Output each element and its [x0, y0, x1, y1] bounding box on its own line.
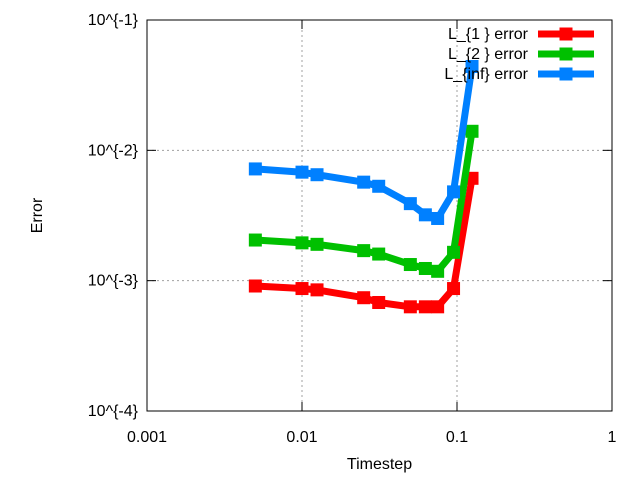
data-point: [403, 197, 417, 211]
data-point: [372, 247, 386, 261]
y-tick-label: 10^{-3}: [88, 273, 139, 290]
data-point: [431, 264, 445, 278]
x-tick-label: 1: [608, 429, 617, 446]
legend-label: L_{2 } error: [448, 46, 529, 63]
data-point: [372, 179, 386, 193]
legend-item: L_{inf} error: [444, 66, 594, 83]
data-point: [248, 162, 262, 176]
data-point: [403, 258, 417, 272]
data-point: [465, 124, 479, 138]
data-point: [447, 282, 461, 296]
series-2: [248, 124, 479, 278]
x-axis-title: Timestep: [347, 456, 412, 473]
data-point: [431, 211, 445, 225]
y-tick-label: 10^{-1}: [88, 12, 139, 29]
y-tick-label: 10^{-2}: [88, 142, 139, 159]
legend-swatch-marker: [559, 47, 573, 61]
data-point: [357, 244, 371, 258]
data-point: [372, 295, 386, 309]
series-line: [255, 177, 476, 311]
legend-swatch-marker: [559, 27, 573, 41]
series-line: [255, 130, 476, 275]
data-point: [310, 237, 324, 251]
legend-label: L_{inf} error: [444, 66, 528, 83]
data-point: [418, 261, 432, 275]
data-point: [310, 283, 324, 297]
legend-swatch-marker: [559, 67, 573, 81]
series-1: [248, 171, 479, 314]
data-point: [357, 291, 371, 305]
legend-item: L_{1 } error: [448, 26, 594, 43]
legend-item: L_{2 } error: [448, 46, 594, 63]
grid: [147, 20, 612, 411]
data-point: [248, 279, 262, 293]
series-layer: [248, 59, 479, 314]
data-point: [295, 282, 309, 296]
data-point: [418, 300, 432, 314]
data-point: [357, 175, 371, 189]
ticks: 0.001 0.01 0.1 1 10^{-4} 10^{-3} 10^{-2} 10^{-1…: [88, 12, 617, 446]
x-tick-label: 0.1: [446, 429, 468, 446]
legend-label: L_{1 } error: [448, 26, 529, 43]
data-point: [447, 245, 461, 259]
data-point: [465, 59, 479, 73]
data-point: [447, 185, 461, 199]
data-point: [295, 236, 309, 250]
data-point: [295, 165, 309, 179]
data-point: [403, 300, 417, 314]
series-3: [248, 59, 479, 225]
data-point: [248, 233, 262, 247]
data-point: [418, 208, 432, 222]
data-point: [310, 168, 324, 182]
x-tick-label: 0.01: [286, 429, 317, 446]
y-axis-title: Error: [29, 197, 46, 233]
legend: L_{1 } error L_{2 } error L_{inf} error: [444, 26, 594, 83]
x-tick-label: 0.001: [127, 429, 167, 446]
data-point: [431, 300, 445, 314]
plot-frame: [146, 19, 613, 412]
series-line: [255, 65, 476, 222]
y-tick-label: 10^{-4}: [88, 403, 139, 420]
